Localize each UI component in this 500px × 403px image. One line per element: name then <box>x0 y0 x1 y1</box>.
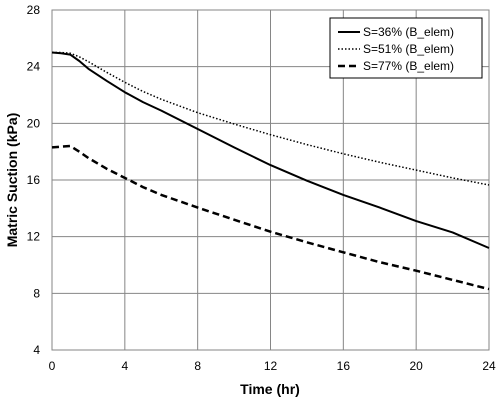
legend-label-s77: S=77% (B_elem) <box>363 59 454 73</box>
x-tick-label: 8 <box>194 359 201 373</box>
x-tick-label: 24 <box>482 359 496 373</box>
legend-label-s36: S=36% (B_elem) <box>363 25 454 39</box>
legend: S=36% (B_elem) S=51% (B_elem) S=77% (B_e… <box>329 17 483 79</box>
y-tick-label: 8 <box>33 286 40 300</box>
y-tick-label: 24 <box>27 60 41 74</box>
x-tick-label: 12 <box>264 359 278 373</box>
legend-box <box>329 17 483 79</box>
x-axis-title: Time (hr) <box>240 381 300 397</box>
series-group <box>51 51 490 291</box>
series-line-1 <box>52 51 490 186</box>
y-axis-ticks: 4 8 12 16 20 24 28 <box>27 3 41 357</box>
y-tick-label: 28 <box>27 3 41 17</box>
x-tick-label: 16 <box>337 359 351 373</box>
y-tick-label: 16 <box>27 173 41 187</box>
legend-label-s51: S=51% (B_elem) <box>363 42 454 56</box>
y-tick-label: 12 <box>27 230 41 244</box>
series-line-0 <box>51 51 490 249</box>
y-axis-title: Matric Suction (kPa) <box>4 113 20 248</box>
x-tick-label: 0 <box>49 359 56 373</box>
x-axis-ticks: 0 4 8 12 16 20 24 <box>49 359 496 373</box>
plot-area <box>51 9 490 351</box>
y-tick-label: 20 <box>27 116 41 130</box>
y-tick-label: 4 <box>33 343 40 357</box>
x-tick-label: 4 <box>121 359 128 373</box>
series-line-2 <box>51 144 490 291</box>
x-tick-label: 20 <box>409 359 423 373</box>
